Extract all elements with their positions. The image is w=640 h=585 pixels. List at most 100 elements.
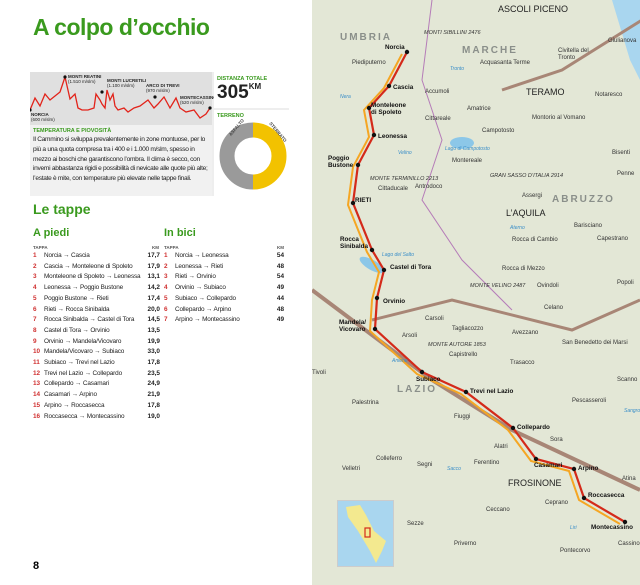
stage-number: 8 — [33, 326, 37, 334]
water-label: Sangro — [624, 408, 640, 414]
water-label: Lago del Salto — [382, 252, 414, 258]
page-title: A colpo d’occhio — [33, 14, 210, 40]
stop-label: Norcia — [385, 44, 405, 51]
town-label: Penne — [617, 171, 635, 177]
stage-route: Poggio Bustone → Rieti — [44, 294, 109, 302]
water-label: Aterno — [510, 225, 525, 231]
stage-row: 1 Norcia → Leonessa 54 — [164, 251, 284, 262]
mountain-label: MONTE AUTORE 1853 — [428, 342, 486, 348]
stage-row: 1 Norcia → Cascia 17,7 — [33, 251, 160, 262]
stage-row: 3 Monteleone di Spoleto → Leonessa 13,1 — [33, 272, 160, 283]
walk-col-km: KM — [152, 245, 159, 250]
bike-title: In bici — [164, 227, 196, 239]
stage-route: Norcia → Leonessa — [175, 252, 229, 259]
stage-route: Collepardo → Arpino — [175, 305, 232, 313]
town-label: Arsoli — [402, 333, 418, 339]
bike-col-km: KM — [277, 245, 284, 250]
bike-col-stage: TAPPA — [164, 245, 179, 250]
stage-number: 3 — [33, 273, 37, 281]
stage-route: Leonessa → Poggio Bustone — [44, 284, 124, 292]
stage-row: 6 Collepardo → Arpino 48 — [164, 305, 284, 316]
town-label: Barisciano — [574, 223, 603, 229]
stop-marker — [463, 389, 469, 395]
stage-row: 12 Trevi nel Lazio → Collepardo 23,5 — [33, 369, 160, 380]
water-label: Nera — [340, 94, 351, 100]
stop-label: Castel di Tora — [390, 264, 432, 271]
stop-marker — [381, 267, 387, 273]
stage-number: 4 — [164, 284, 168, 292]
stage-km: 17,8 — [147, 359, 160, 366]
stage-row: 2 Cascia → Monteleone di Spoleto 17,9 — [33, 262, 160, 273]
city-label: L’AQUILA — [506, 208, 546, 218]
stage-row: 9 Orvinio → Mandela/Vicovaro 19,9 — [33, 337, 160, 348]
stage-km: 17,7 — [147, 252, 160, 259]
stage-number: 12 — [33, 369, 41, 377]
town-label: Tagliacozzo — [452, 326, 484, 332]
water-label: Lago di Campotosto — [445, 146, 490, 152]
stop-marker — [355, 162, 361, 168]
stage-row: 5 Subiaco → Collepardo 44 — [164, 294, 284, 305]
stage-row: 4 Leonessa → Poggio Bustone 14,2 — [33, 283, 160, 294]
town-label: Celano — [544, 305, 564, 311]
stage-km: 48 — [276, 305, 284, 313]
overview-box: NORCIA (600 m/slm) MONTI REATINI (1.510 m/… — [28, 72, 289, 196]
stage-route: Subiaco → Trevi nel Lazio — [44, 359, 115, 366]
climate-heading: TEMPERATURA E PIOVOSITÀ — [33, 128, 112, 134]
walk-title: A piedi — [33, 227, 70, 239]
town-label: Tivoli — [312, 370, 326, 376]
stop-marker — [372, 326, 378, 332]
stage-row: 14 Casamari → Arpino 21,9 — [33, 390, 160, 401]
sea — [612, 0, 640, 80]
stage-route: Norcia → Cascia — [44, 252, 90, 259]
stage-route: Subiaco → Collepardo — [175, 294, 236, 302]
stop-label: Monteleone di Spoleto — [371, 102, 406, 116]
region-label: MARCHE — [462, 45, 518, 56]
stage-route: Arpino → Montecassino — [175, 316, 240, 324]
stage-route: Mandela/Vicovaro → Subiaco — [44, 348, 125, 356]
route-map: Norcia Cascia Monteleone di Spoleto Leoness… — [312, 0, 640, 585]
water-label: Liri — [570, 525, 577, 531]
stage-km: 33,0 — [147, 348, 160, 356]
map-canvas — [312, 0, 640, 525]
town-label: Capistrello — [449, 352, 478, 358]
stop-label: Arpino — [578, 465, 599, 472]
town-label: Notaresco — [595, 92, 623, 98]
highway-a1 — [312, 288, 640, 492]
stage-row: 16 Roccasecca → Montecassino 19,0 — [33, 412, 160, 423]
profile-label-norcia: NORCIA (600 m/slm) — [31, 112, 55, 122]
profile-label-reatini: MONTI REATINI (1.510 m/slm) — [68, 74, 102, 84]
stage-row: 10 Mandela/Vicovaro → Subiaco 33,0 — [33, 347, 160, 358]
stage-row: 5 Poggio Bustone → Rieti 17,4 — [33, 294, 160, 305]
water-label: Aniene — [392, 358, 408, 364]
walk-col-stage: TAPPA — [33, 245, 48, 250]
region-label: UMBRIA — [340, 32, 392, 43]
stage-row: 2 Leonessa → Rieti 48 — [164, 262, 284, 273]
stop-label: Poggio Bustone — [328, 155, 354, 169]
stage-number: 13 — [33, 380, 41, 388]
highway-a24 — [371, 298, 640, 332]
stage-route: Roccasecca → Montecassino — [44, 412, 125, 420]
stop-label: Montecassino — [591, 524, 633, 531]
town-label: Civitella del Tronto — [558, 48, 589, 61]
city-label: FROSINONE — [508, 478, 562, 488]
stage-row: 4 Orvinio → Subiaco 49 — [164, 283, 284, 294]
town-label: Fiuggi — [454, 414, 471, 420]
stage-number: 6 — [33, 305, 37, 313]
town-label: Carsoli — [425, 316, 444, 322]
town-label: Palestrina — [352, 400, 379, 406]
stage-number: 5 — [33, 294, 37, 302]
town-label: Cittaducale — [378, 186, 409, 192]
town-label: Sezze — [407, 521, 424, 527]
stage-number: 4 — [33, 284, 37, 292]
town-label: Montereale — [452, 158, 483, 164]
stage-km: 17,9 — [147, 262, 160, 270]
stage-km: 44 — [276, 294, 284, 302]
town-label: Campotosto — [482, 128, 515, 134]
town-label: Accumoli — [425, 89, 450, 95]
water-label: Tronto — [450, 66, 465, 72]
stage-row: 6 Rieti → Rocca Sinibalda 20,0 — [33, 305, 160, 316]
stage-number: 2 — [164, 262, 168, 270]
stop-marker — [371, 132, 377, 138]
town-label: Capestrano — [597, 236, 629, 242]
mountain-label: MONTI SIBILLINI 2476 — [424, 30, 481, 36]
